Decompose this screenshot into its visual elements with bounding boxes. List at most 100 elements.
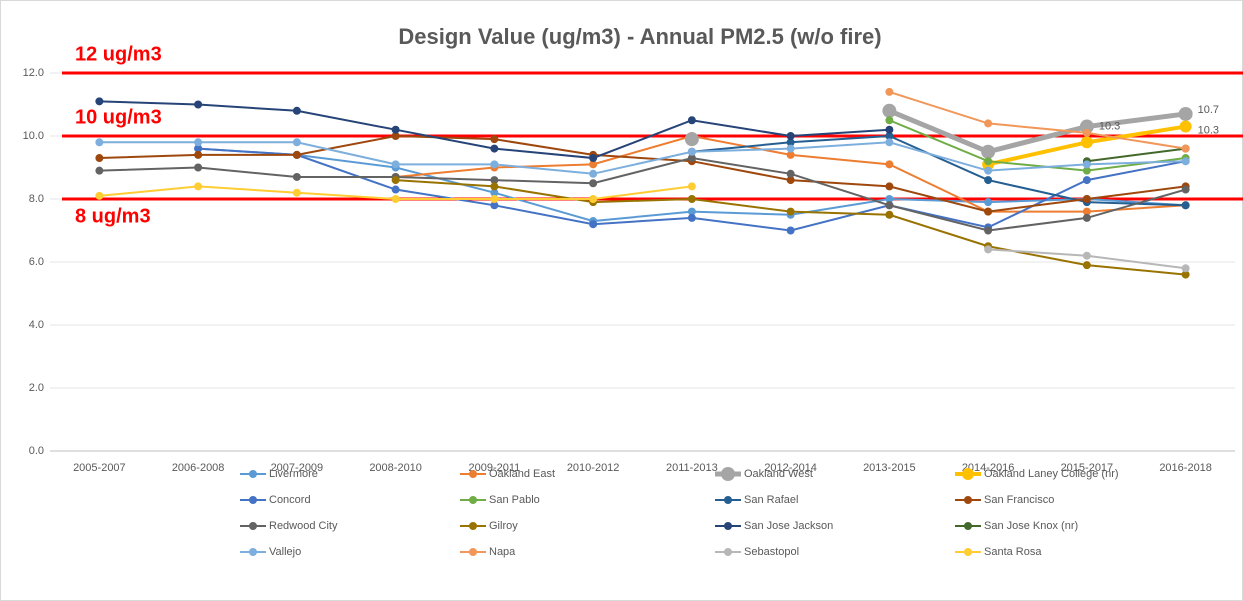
reference-label: 8 ug/m3 [75, 205, 151, 227]
legend-marker [249, 496, 257, 504]
legend-marker [469, 548, 477, 556]
point [786, 132, 795, 140]
point [391, 176, 400, 185]
point [490, 201, 499, 210]
point [1181, 270, 1190, 279]
point [490, 182, 499, 191]
point [981, 144, 996, 159]
series-line [889, 90, 1186, 150]
point [391, 132, 400, 140]
legend-label: Gilroy [489, 520, 518, 532]
point [194, 144, 203, 153]
point [885, 195, 894, 203]
point [687, 147, 696, 156]
x-tick-label: 2010-2012 [567, 462, 620, 474]
point [885, 182, 894, 191]
legend-label: Redwood City [269, 520, 338, 532]
legend-marker [962, 468, 974, 480]
legend-label: Vallejo [269, 546, 301, 558]
point [1179, 120, 1192, 133]
point [1082, 261, 1091, 270]
legend-marker [724, 522, 732, 530]
point [589, 160, 598, 169]
x-tick-label: 2013-2015 [863, 462, 916, 474]
point [984, 176, 993, 185]
point [1082, 128, 1091, 137]
point [885, 116, 894, 125]
point [292, 188, 301, 197]
point [589, 195, 598, 203]
point [885, 160, 894, 169]
legend-label: Santa Rosa [984, 546, 1042, 558]
point [391, 195, 400, 203]
series-line [888, 119, 1186, 172]
point [984, 245, 993, 254]
legend-marker [249, 470, 257, 478]
point [391, 185, 400, 194]
legend-label: Livermore [269, 468, 318, 480]
point [490, 195, 499, 203]
legend-marker [469, 470, 477, 478]
data-label: 10.3 [1099, 120, 1120, 132]
point [687, 116, 696, 125]
point [984, 166, 993, 175]
point [589, 154, 598, 163]
point [292, 106, 301, 115]
reference-label: 10 ug/m3 [75, 106, 162, 128]
x-tick-label: 2009-2011 [468, 462, 520, 474]
legend-label: San Pablo [489, 494, 540, 506]
point [490, 188, 499, 197]
series-line [691, 134, 1186, 207]
legend-marker [724, 548, 732, 556]
point [490, 160, 499, 169]
point [1181, 185, 1190, 194]
legend-label: Oakland West [744, 468, 813, 480]
point [292, 138, 301, 147]
x-tick-label: 2007-2009 [271, 462, 324, 474]
point [786, 169, 795, 178]
point [1082, 213, 1091, 222]
legend-marker [964, 522, 972, 530]
legend-marker [469, 522, 477, 530]
point [391, 160, 400, 169]
series-line [1086, 147, 1186, 163]
point [1082, 207, 1091, 216]
point [95, 97, 104, 106]
data-label: 10.7 [1198, 104, 1219, 116]
point [589, 169, 598, 178]
point [490, 144, 499, 153]
point [1178, 106, 1193, 121]
y-tick-label: 0.0 [29, 445, 44, 457]
point [687, 154, 696, 163]
point [95, 166, 104, 175]
point [1079, 119, 1094, 134]
point [687, 195, 696, 203]
x-tick-label: 2005-2007 [73, 462, 126, 474]
legend-marker [724, 496, 732, 504]
series-line [99, 157, 1186, 232]
point [885, 201, 894, 210]
point [984, 157, 993, 166]
x-tick-label: 2008-2010 [369, 462, 422, 474]
point [882, 103, 897, 118]
legend-marker [469, 496, 477, 504]
y-tick-label: 6.0 [29, 256, 44, 268]
point [687, 182, 696, 191]
point [984, 119, 993, 128]
point [786, 226, 795, 235]
chart-title: Design Value (ug/m3) - Annual PM2.5 (w/o… [398, 24, 881, 49]
point [684, 132, 699, 147]
x-tick-label: 2006-2008 [172, 462, 225, 474]
point [687, 213, 696, 222]
legend-label: San Jose Knox (nr) [984, 520, 1078, 532]
point [885, 132, 894, 140]
legend-label: San Rafael [744, 494, 798, 506]
point [1082, 195, 1091, 203]
point [786, 176, 795, 185]
legend-label: Sebastopol [744, 546, 799, 558]
legend-label: Napa [489, 546, 516, 558]
point [786, 150, 795, 159]
series-line [99, 134, 1186, 213]
x-tick-label: 2012-2014 [764, 462, 817, 474]
